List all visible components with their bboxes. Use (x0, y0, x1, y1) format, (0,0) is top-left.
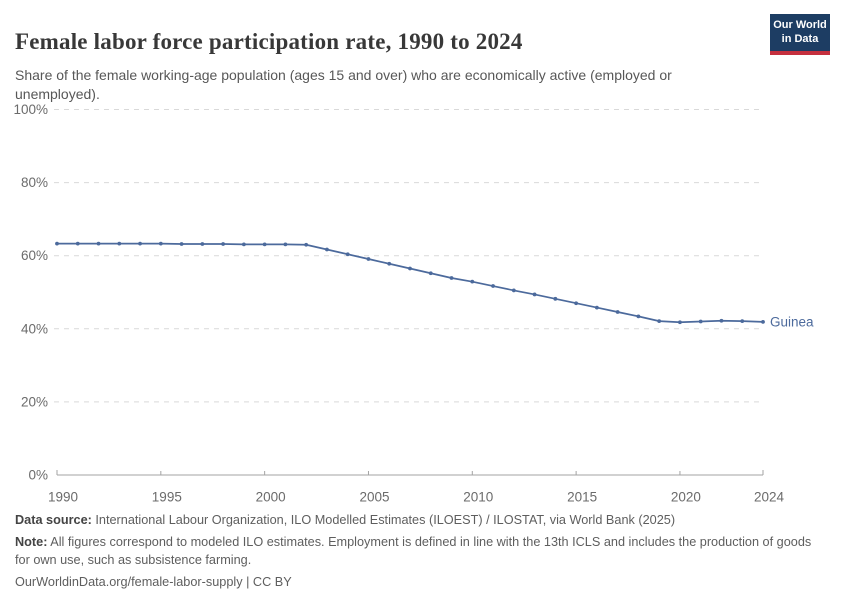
data-point[interactable] (449, 276, 454, 280)
y-axis-tick-label: 60% (21, 248, 48, 263)
data-point[interactable] (553, 296, 558, 301)
data-point[interactable] (325, 247, 329, 252)
y-axis-tick-label: 40% (21, 321, 48, 336)
series-end-label[interactable]: Guinea (770, 314, 814, 329)
owid-logo[interactable]: Our World in Data (770, 14, 830, 55)
y-axis-tick-label: 100% (13, 102, 48, 117)
data-point[interactable] (698, 319, 703, 324)
chart-title: Female labor force participation rate, 1… (15, 29, 523, 55)
data-source-label: Data source: (15, 513, 92, 527)
data-point[interactable] (366, 257, 371, 261)
y-axis-tick-label: 0% (28, 468, 48, 483)
data-point[interactable] (408, 266, 412, 271)
owid-logo-line1: Our World (773, 19, 827, 31)
data-point[interactable] (657, 319, 662, 324)
note-row: Note: All figures correspond to modeled … (15, 533, 815, 569)
x-axis-tick-label: 2020 (671, 490, 701, 505)
data-source-row: Data source: International Labour Organi… (15, 511, 815, 529)
data-point[interactable] (283, 242, 288, 247)
data-point[interactable] (179, 242, 184, 246)
data-point[interactable] (740, 319, 745, 324)
data-point[interactable] (719, 318, 724, 323)
data-point[interactable] (615, 310, 620, 314)
owid-logo-line2: in Data (781, 32, 819, 45)
data-source-text: International Labour Organization, ILO M… (95, 513, 676, 527)
data-point[interactable] (491, 284, 495, 288)
note-label: Note: (15, 535, 48, 550)
license-label: CC BY (252, 575, 292, 590)
x-axis-tick-label: 2005 (359, 490, 389, 505)
data-point[interactable] (678, 320, 682, 325)
data-point[interactable] (304, 242, 309, 247)
data-point[interactable] (138, 241, 142, 246)
data-point[interactable] (532, 292, 537, 297)
citation-row: OurWorldinData.org/female-labor-supply |… (15, 573, 815, 591)
citation-separator: | (246, 575, 250, 590)
chart-subtitle: Share of the female working-age populati… (15, 67, 672, 103)
data-point[interactable] (96, 241, 101, 246)
data-point[interactable] (574, 301, 579, 306)
data-point[interactable] (636, 314, 641, 319)
data-point[interactable] (262, 242, 267, 247)
data-point[interactable] (470, 279, 475, 284)
x-axis-tick-label: 1990 (48, 490, 78, 505)
x-axis-tick-label: 2000 (256, 490, 286, 505)
y-axis-tick-label: 20% (21, 394, 48, 409)
data-point[interactable] (117, 241, 122, 246)
data-point[interactable] (158, 241, 163, 246)
chart-footer: Data source: International Labour Organi… (15, 511, 815, 595)
data-point[interactable] (241, 242, 246, 247)
x-axis-tick-label: 2024 (754, 490, 785, 505)
data-point[interactable] (221, 242, 226, 246)
data-point[interactable] (387, 261, 392, 266)
data-point[interactable] (511, 288, 516, 293)
data-point[interactable] (594, 305, 599, 310)
x-axis-tick-label: 2010 (463, 490, 493, 505)
x-axis-tick-label: 1995 (152, 490, 182, 505)
data-point[interactable] (345, 252, 350, 257)
data-point[interactable] (761, 319, 765, 324)
data-point[interactable] (200, 242, 205, 246)
chart-url[interactable]: OurWorldinData.org/female-labor-supply (15, 575, 243, 590)
data-point[interactable] (428, 271, 433, 276)
data-point[interactable] (75, 241, 80, 246)
x-axis-tick-label: 2015 (567, 490, 597, 505)
y-axis-tick-label: 80% (21, 175, 48, 190)
note-text: All figures correspond to modeled ILO es… (15, 535, 812, 568)
data-point[interactable] (55, 241, 59, 246)
